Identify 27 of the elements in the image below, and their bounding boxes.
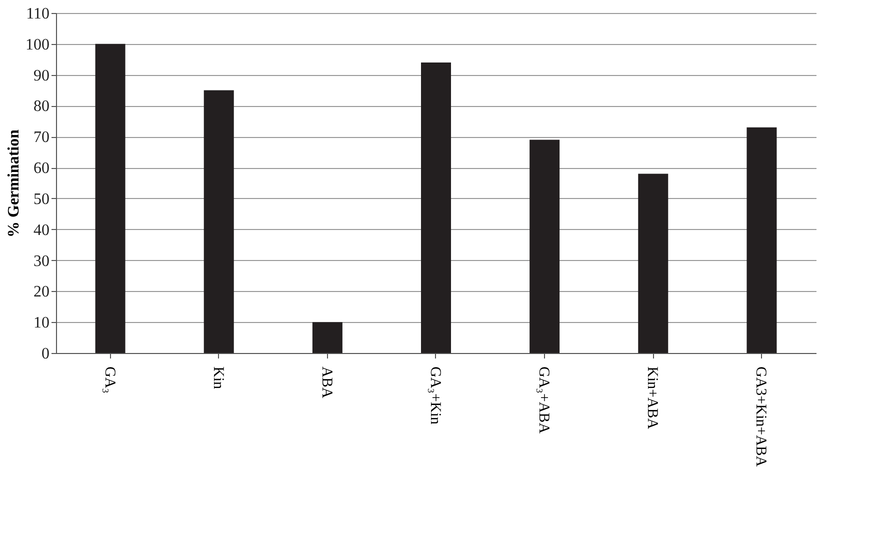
y-tick-label: 110: [26, 6, 50, 22]
y-tick-label: 60: [34, 160, 50, 178]
x-tick-label: Kin: [210, 366, 226, 390]
x-tick-label: GA3+Kin+ABA: [752, 366, 769, 467]
y-tick-label: 70: [34, 129, 50, 146]
bar: [204, 90, 234, 353]
y-tick-label: 0: [42, 346, 50, 362]
y-axis-title: % Germination: [6, 129, 22, 238]
bar: [95, 44, 126, 353]
x-tick-label: GA₃+ABA: [536, 366, 552, 434]
y-tick-label: 40: [34, 222, 50, 239]
bar: [312, 322, 342, 353]
bar: [421, 62, 451, 353]
x-tick-label: GA₃: [101, 366, 118, 394]
y-tick-label: 20: [34, 284, 50, 301]
x-tick-label: ABA: [318, 366, 334, 398]
bar: [638, 174, 668, 353]
y-tick-label: 80: [34, 98, 50, 116]
y-tick-label: 90: [34, 67, 50, 84]
x-tick-label: Kin+ABA: [644, 366, 660, 430]
y-tick-label: 50: [34, 190, 50, 208]
y-tick-label: 100: [26, 36, 50, 54]
bar: [530, 140, 560, 353]
x-tick-label: GA₃+Kin: [427, 366, 443, 425]
bar: [746, 127, 777, 353]
y-tick-label: 10: [34, 314, 50, 332]
y-tick-label: 30: [34, 252, 50, 270]
